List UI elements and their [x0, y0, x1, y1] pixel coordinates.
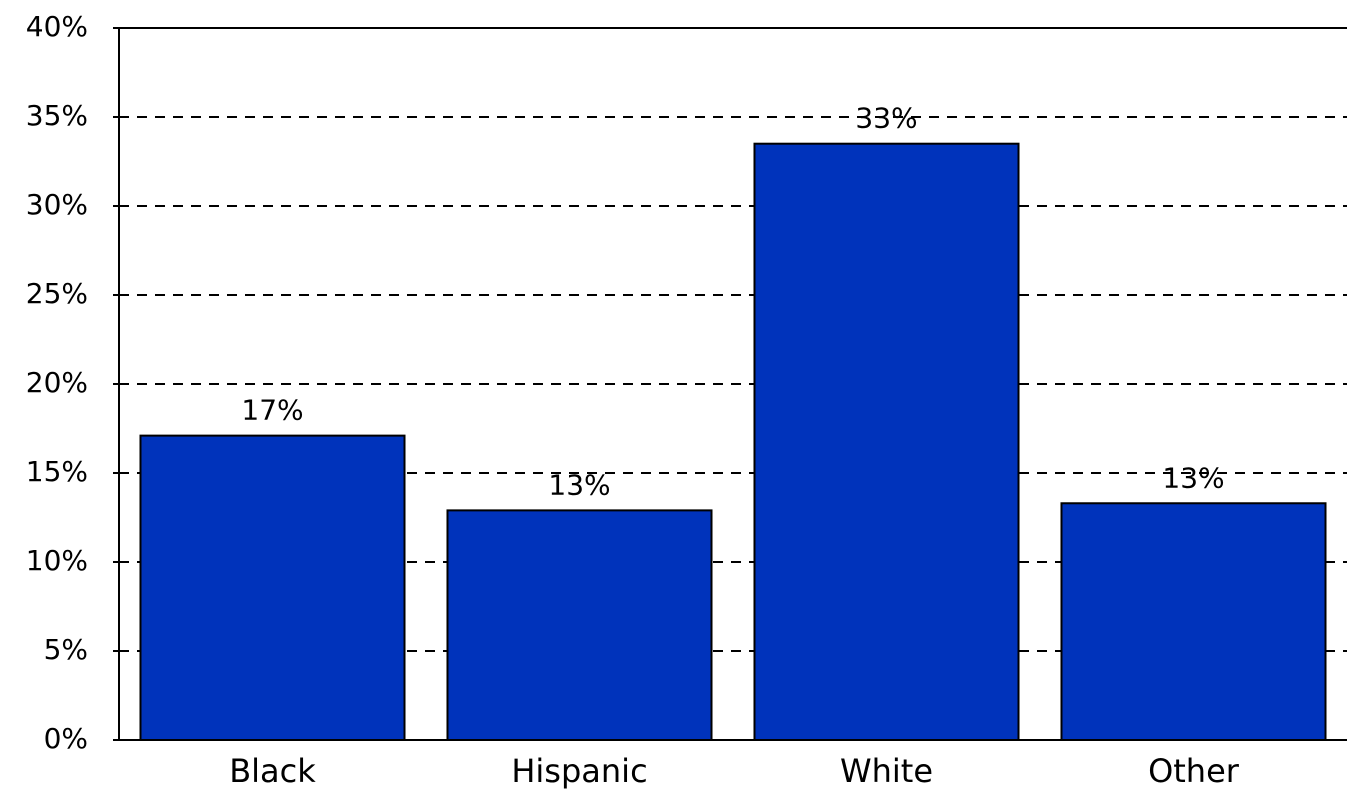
y-tick-label: 40%	[26, 10, 88, 43]
axes	[113, 27, 1347, 741]
bar-hispanic	[446, 509, 713, 741]
bar-black	[139, 434, 406, 741]
data-label: 33%	[855, 102, 917, 135]
y-axis-ticks: 0% 5% 10% 15% 20% 25% 30% 35% 40%	[26, 10, 88, 755]
x-tick-label: White	[840, 752, 933, 790]
y-tick-label: 0%	[44, 722, 88, 755]
x-tick-label: Black	[229, 752, 316, 790]
x-axis-ticks: Black Hispanic White Other	[229, 752, 1240, 790]
bars	[139, 142, 1327, 742]
bar-white	[753, 142, 1020, 741]
y-tick-label: 15%	[26, 455, 88, 488]
data-labels: 17% 13% 33% 13%	[241, 102, 1224, 502]
y-tick-label: 35%	[26, 99, 88, 132]
y-tick-label: 25%	[26, 277, 88, 310]
y-tick-label: 20%	[26, 366, 88, 399]
bar-other	[1060, 502, 1327, 742]
y-tick-label: 10%	[26, 544, 88, 577]
data-label: 17%	[241, 394, 303, 427]
data-label: 13%	[1162, 461, 1224, 494]
x-tick-label: Other	[1148, 752, 1240, 790]
y-tick-label: 30%	[26, 188, 88, 221]
y-tick-label: 5%	[44, 633, 88, 666]
x-tick-label: Hispanic	[511, 752, 647, 790]
data-label: 13%	[548, 468, 610, 501]
